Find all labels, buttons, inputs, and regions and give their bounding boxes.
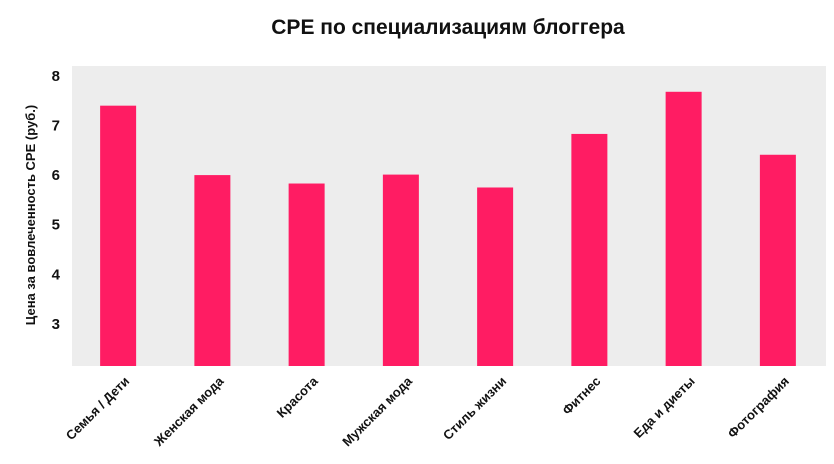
x-tick-label: Стиль жизни — [440, 374, 509, 443]
x-tick-label: Еда и диеты — [630, 374, 697, 441]
plot-background — [72, 66, 826, 366]
bar — [759, 154, 796, 366]
y-tick-label: 3 — [52, 316, 60, 333]
bar — [571, 133, 608, 366]
bar — [194, 175, 231, 366]
y-tick-label: 6 — [52, 167, 60, 184]
x-tick-label: Мужская мода — [339, 373, 415, 449]
bar — [100, 105, 137, 366]
chart-title: CPE по специализациям блоггера — [271, 16, 625, 39]
x-tick-label: Фотография — [725, 374, 792, 441]
bar — [288, 183, 325, 366]
y-tick-label: 4 — [52, 266, 61, 283]
bar — [665, 91, 702, 366]
y-tick-label: 7 — [52, 118, 60, 135]
y-axis-ticks: 3 4 5 6 7 8 — [52, 68, 61, 333]
x-tick-label: Семья / Дети — [63, 374, 133, 444]
y-tick-label: 8 — [52, 68, 60, 85]
x-tick-label: Фитнес — [559, 374, 603, 418]
x-tick-label: Красота — [274, 373, 322, 421]
bar — [382, 174, 419, 366]
y-tick-label: 5 — [52, 217, 60, 234]
bars — [100, 91, 796, 366]
x-tick-label: Женская мода — [150, 373, 227, 450]
x-axis-labels: Семья / Дети Женская мода Красота Мужская м… — [63, 373, 792, 450]
y-axis-label: Цена за вовлеченность CPE (руб.) — [23, 105, 38, 325]
bar — [477, 187, 514, 366]
